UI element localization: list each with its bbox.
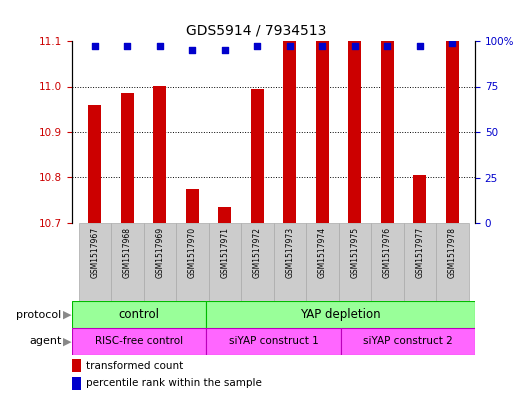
Bar — [144, 223, 176, 301]
Bar — [153, 86, 166, 223]
Text: GSM1517967: GSM1517967 — [90, 227, 99, 278]
Point — [416, 43, 424, 50]
Text: GSM1517977: GSM1517977 — [415, 227, 424, 278]
Bar — [78, 223, 111, 301]
Bar — [371, 223, 404, 301]
Bar — [208, 223, 241, 301]
Bar — [206, 328, 341, 355]
Bar — [206, 301, 475, 328]
Bar — [72, 301, 206, 328]
Bar — [121, 93, 134, 223]
Point — [123, 43, 131, 50]
Text: siYAP construct 1: siYAP construct 1 — [229, 336, 319, 347]
Bar — [218, 207, 231, 223]
Point — [188, 47, 196, 53]
Text: GSM1517976: GSM1517976 — [383, 227, 392, 278]
Text: percentile rank within the sample: percentile rank within the sample — [86, 378, 262, 389]
Text: RISC-free control: RISC-free control — [95, 336, 183, 347]
Point — [221, 47, 229, 53]
Text: GSM1517974: GSM1517974 — [318, 227, 327, 278]
Text: YAP depletion: YAP depletion — [300, 308, 381, 321]
Text: agent: agent — [29, 336, 62, 347]
Bar — [306, 223, 339, 301]
Bar — [381, 23, 394, 223]
Text: GSM1517975: GSM1517975 — [350, 227, 359, 278]
Point — [448, 40, 457, 46]
Point — [351, 43, 359, 50]
Bar — [348, 34, 361, 223]
Point — [91, 43, 99, 50]
Text: GDS5914 / 7934513: GDS5914 / 7934513 — [186, 23, 327, 37]
Point — [383, 43, 391, 50]
Text: GSM1517970: GSM1517970 — [188, 227, 197, 278]
Text: ▶: ▶ — [63, 310, 71, 320]
Text: transformed count: transformed count — [86, 361, 184, 371]
Bar — [72, 328, 206, 355]
Text: ▶: ▶ — [63, 336, 71, 347]
Text: GSM1517973: GSM1517973 — [285, 227, 294, 278]
Point — [253, 43, 261, 50]
Bar — [436, 223, 468, 301]
Bar — [176, 223, 208, 301]
Bar — [273, 223, 306, 301]
Bar — [186, 189, 199, 223]
Point — [286, 43, 294, 50]
Bar — [315, 28, 329, 223]
Point — [318, 43, 326, 50]
Bar — [251, 89, 264, 223]
Text: protocol: protocol — [16, 310, 62, 320]
Text: GSM1517971: GSM1517971 — [220, 227, 229, 278]
Point — [155, 43, 164, 50]
Text: siYAP construct 2: siYAP construct 2 — [363, 336, 452, 347]
Bar — [283, 34, 296, 223]
Text: GSM1517968: GSM1517968 — [123, 227, 132, 278]
Bar — [446, 41, 459, 223]
Bar — [413, 175, 426, 223]
Text: GSM1517969: GSM1517969 — [155, 227, 164, 278]
Bar — [241, 223, 273, 301]
Bar — [404, 223, 436, 301]
Bar — [341, 328, 475, 355]
Bar — [339, 223, 371, 301]
Bar — [111, 223, 144, 301]
Bar — [88, 105, 101, 223]
Text: GSM1517972: GSM1517972 — [253, 227, 262, 278]
Text: control: control — [119, 308, 160, 321]
Text: GSM1517978: GSM1517978 — [448, 227, 457, 278]
